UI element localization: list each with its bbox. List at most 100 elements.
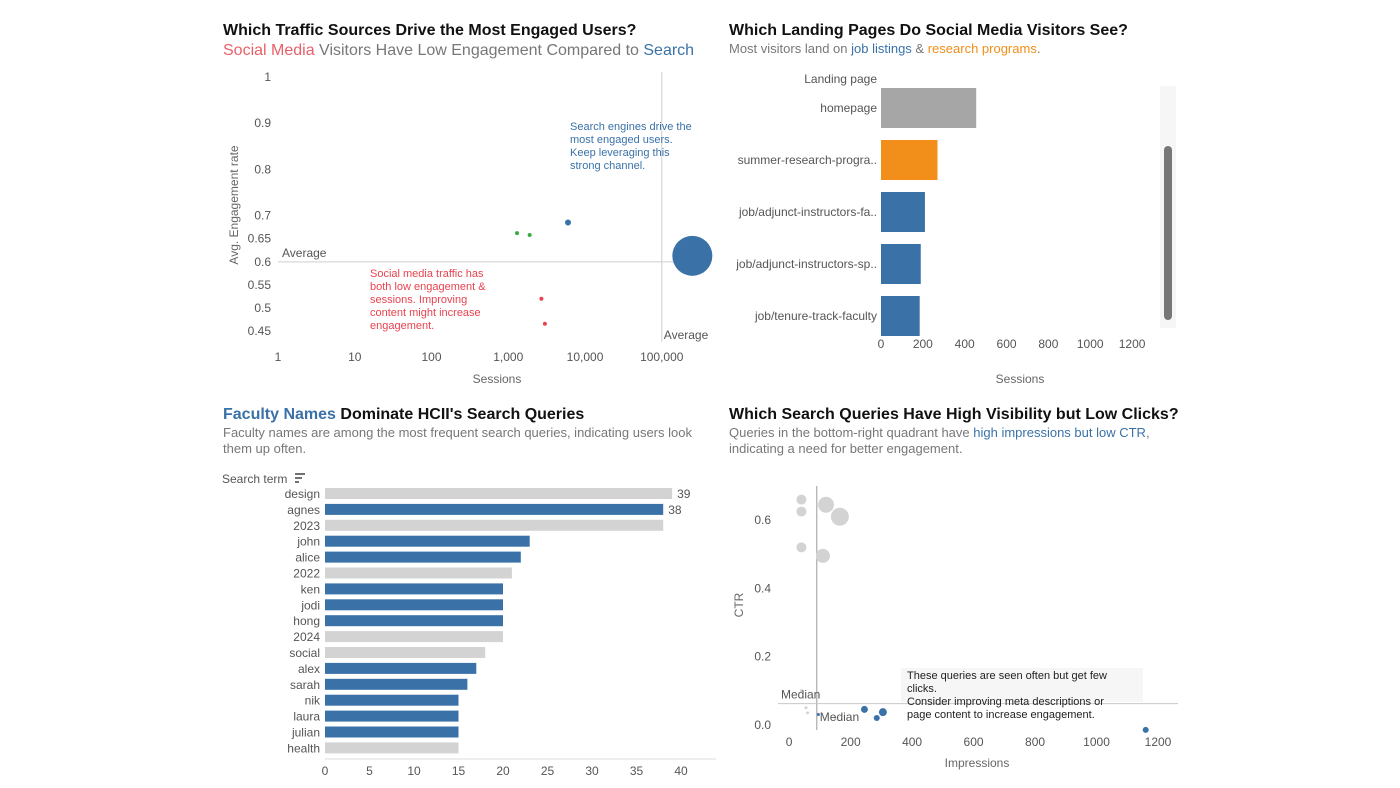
subtitle-text: Queries in the bottom-right quadrant hav… [729, 425, 974, 440]
panel-search-queries: Faculty Names Dominate HCII's Search Que… [223, 405, 718, 457]
annotation-social: engagement. [370, 320, 434, 332]
data-point [804, 706, 808, 710]
y-tick-label: 0.6 [754, 513, 771, 527]
category-label: 2024 [293, 630, 320, 644]
x-tick-label: 0 [322, 764, 329, 778]
data-point [878, 708, 887, 717]
bar [325, 519, 664, 531]
annotation-social: content might increase [370, 307, 481, 319]
title-faculty-names: Faculty Names [223, 406, 336, 423]
data-point [816, 713, 820, 717]
data-point [796, 506, 807, 517]
data-label: 39 [677, 487, 691, 501]
x-axis-label: Sessions [473, 372, 522, 386]
bar [325, 615, 503, 627]
y-tick-label: 0.55 [248, 278, 272, 292]
annotation-search: Keep leveraging this [570, 147, 670, 159]
panel-traffic-sources: Which Traffic Sources Drive the Most Eng… [223, 21, 713, 61]
category-label: health [287, 741, 320, 755]
bar [325, 583, 503, 595]
bar [325, 710, 459, 722]
x-tick-label: 5 [366, 764, 373, 778]
x-tick-label: 400 [955, 337, 975, 351]
landing-pages-bar-chart: Landing page homepage summer-research-prog… [735, 72, 1176, 386]
data-label: 38 [668, 503, 682, 517]
data-point [672, 235, 713, 276]
x-tick-label: 600 [997, 337, 1017, 351]
annotation-social: sessions. Improving [370, 294, 467, 306]
bar [881, 192, 925, 232]
y-tick-label: 0.65 [248, 232, 272, 246]
title-text: Dominate HCII's Search Queries [335, 406, 585, 423]
bar [325, 599, 503, 611]
category-label: jodi [300, 598, 320, 612]
avg-sessions-label: Average [664, 328, 709, 342]
category-label: 2022 [293, 567, 320, 581]
x-tick-label: 600 [964, 735, 984, 749]
annotation-search: strong channel. [570, 160, 645, 172]
chart-subtitle: Most visitors land on job listings & res… [729, 41, 1189, 57]
bar [325, 535, 530, 547]
data-point [565, 219, 572, 226]
data-point [515, 231, 520, 236]
subtitle-text: . [1036, 41, 1041, 56]
category-label: summer-research-progra.. [738, 153, 877, 167]
x-tick-label: 1200 [1119, 337, 1146, 351]
annotation-background [901, 668, 1143, 702]
data-point [542, 321, 547, 326]
category-label: job/adjunct-instructors-fa.. [738, 205, 877, 219]
category-label: agnes [287, 503, 320, 517]
annotation-social: both low engagement & [370, 281, 486, 293]
category-label: ken [301, 582, 320, 596]
median-ctr-label: Median [781, 688, 820, 702]
category-label: hong [293, 614, 320, 628]
chart-subtitle: Queries in the bottom-right quadrant hav… [729, 425, 1179, 457]
y-tick-label: 0.4 [754, 581, 771, 595]
data-point [873, 714, 880, 721]
bar [325, 662, 477, 674]
category-label: job/tenure-track-faculty [754, 309, 877, 323]
subtitle-search: Search [643, 42, 695, 59]
annotation-text: clicks. [907, 683, 937, 695]
x-axis-label: Sessions [996, 372, 1045, 386]
y-tick-label: 0.2 [754, 650, 771, 664]
x-tick-label: 10 [348, 350, 362, 364]
data-point [527, 233, 532, 238]
avg-engagement-label: Average [282, 246, 327, 260]
subtitle-text: & [911, 41, 928, 56]
chart-title: Which Traffic Sources Drive the Most Eng… [223, 22, 637, 39]
x-tick-label: 30 [585, 764, 599, 778]
y-axis-label: CTR [732, 592, 746, 617]
category-label: laura [293, 710, 320, 724]
y-tick-label: 0.0 [754, 718, 771, 732]
annotation-text: These queries are seen often but get few [907, 670, 1107, 682]
x-tick-label: 0 [786, 735, 793, 749]
bar [325, 647, 486, 658]
x-tick-label: 1000 [1083, 735, 1110, 749]
y-tick-label: 0.6 [254, 255, 271, 269]
category-label: sarah [290, 678, 320, 692]
chart-title: Which Search Queries Have High Visibilit… [729, 406, 1179, 423]
x-tick-label: 100,000 [640, 350, 684, 364]
median-impressions-label: Median [820, 710, 859, 724]
annotation-text: page content to increase engagement. [907, 709, 1095, 721]
bar [325, 631, 503, 643]
chart-subtitle: Faculty names are among the most frequen… [223, 425, 692, 456]
data-point [796, 542, 807, 553]
bar [325, 503, 664, 515]
y-axis-label: Search term [222, 472, 287, 486]
category-label: job/adjunct-instructors-sp.. [735, 257, 877, 271]
annotation-text: Consider improving meta descriptions or [907, 696, 1104, 708]
subtitle-text: , indicating a need for better engagemen… [729, 425, 1150, 456]
x-tick-label: 20 [496, 764, 510, 778]
bar [325, 694, 459, 706]
chart-title: Faculty Names Dominate HCII's Search Que… [223, 405, 718, 425]
annotation-search: most engaged users. [570, 134, 673, 146]
x-axis-label: Impressions [945, 756, 1010, 770]
annotation-search: Search engines drive the [570, 121, 692, 133]
bar [881, 296, 920, 336]
x-tick-label: 800 [1038, 337, 1058, 351]
category-label: john [296, 535, 320, 549]
x-tick-label: 0 [878, 337, 885, 351]
